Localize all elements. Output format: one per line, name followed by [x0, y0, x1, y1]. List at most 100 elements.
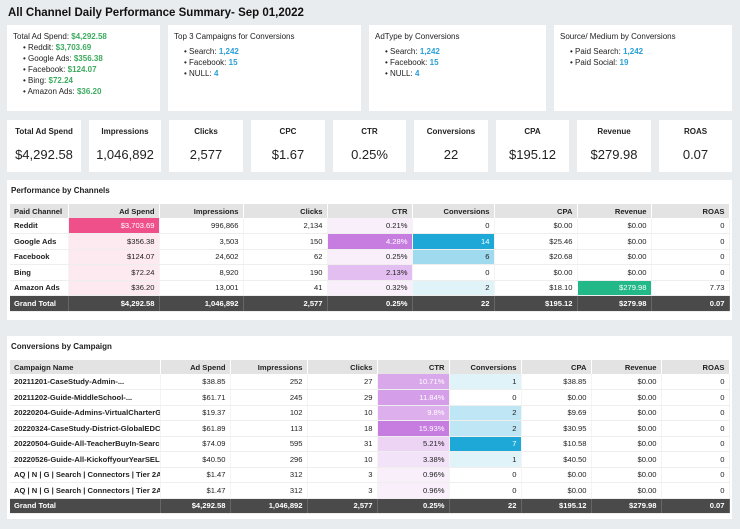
- table-cell: $1.47: [160, 482, 231, 499]
- table-cell: 0: [651, 218, 730, 234]
- channels-header-row: Paid Channel Ad Spend Impressions Clicks CTR…: [10, 204, 730, 218]
- table-cell: $0.00: [591, 405, 662, 421]
- table-cell: 0: [449, 482, 522, 499]
- campaign-item: Search: 1,242: [184, 46, 355, 57]
- table-cell: 0: [661, 405, 730, 421]
- total-cell: 2,577: [243, 295, 328, 312]
- table-cell: $72.24: [68, 264, 160, 281]
- table-row: Reddit $3,703.69 996,866 2,134 0.21% 0 $0.00 $0…: [10, 218, 730, 234]
- table-cell: $9.69: [521, 405, 592, 421]
- table-cell: 31: [307, 436, 378, 452]
- channels-panel: Performance by Channels Paid Channel Ad S…: [7, 180, 732, 320]
- table-cell: 0: [449, 467, 522, 483]
- total-cell: $279.98: [591, 498, 662, 514]
- table-cell: 0: [661, 436, 730, 452]
- table-cell: $356.38: [68, 233, 160, 250]
- table-cell: 2.13%: [327, 264, 413, 281]
- table-cell: 190: [243, 264, 328, 281]
- ad-spend-summary-card: Total Ad Spend: $4,292.58 Reddit: $3,703…: [7, 25, 160, 111]
- table-cell: 29: [307, 389, 378, 406]
- total-cell: 0.07: [651, 295, 730, 312]
- table-cell: $0.00: [591, 374, 662, 390]
- table-cell: $0.00: [577, 249, 652, 265]
- table-cell: 10: [307, 451, 378, 468]
- row-label: 20220204-Guide-Admins-VirtualCharterGran…: [10, 405, 161, 421]
- table-cell: 0: [661, 420, 730, 437]
- table-cell: 0.32%: [327, 280, 413, 296]
- table-cell: 9.8%: [377, 405, 450, 421]
- table-cell: 595: [230, 436, 308, 452]
- table-cell: 0: [661, 451, 730, 468]
- total-cell: 22: [412, 295, 495, 312]
- table-cell: 24,602: [159, 249, 244, 265]
- source-item: Paid Search: 1,242: [570, 46, 726, 57]
- table-row: Facebook $124.07 24,602 62 0.25% 6 $20.68 $0.00…: [10, 249, 730, 265]
- table-cell: 10.71%: [377, 374, 450, 390]
- table-cell: 3: [307, 482, 378, 499]
- page-title: All Channel Daily Performance Summary- S…: [8, 7, 304, 19]
- table-row: Bing $72.24 8,920 190 2.13% 0 $0.00 $0.00 0: [10, 264, 730, 281]
- table-cell: $25.46: [494, 233, 578, 250]
- adtype-item: Facebook: 15: [385, 57, 540, 68]
- total-cell: $4,292.58: [160, 498, 231, 514]
- kpi-ctr: CTR 0.25%: [333, 120, 406, 172]
- campaign-table: Campaign Name Ad Spend Impressions Clicks CT…: [10, 360, 730, 514]
- total-cell: $195.12: [521, 498, 592, 514]
- total-cell: $4,292.58: [68, 295, 160, 312]
- table-cell: $0.00: [521, 467, 592, 483]
- kpi-impressions: Impressions 1,046,892: [89, 120, 161, 172]
- kpi-conversions: Conversions 22: [414, 120, 488, 172]
- table-cell: 10: [307, 405, 378, 421]
- table-cell: 11.84%: [377, 389, 450, 406]
- table-cell: $124.07: [68, 249, 160, 265]
- kpi-cpa: CPA $195.12: [496, 120, 569, 172]
- table-row: AQ | N | G | Search | Connectors | Tier …: [10, 467, 730, 483]
- table-row: 20211202-Guide-MiddleSchool-... $61.71 245…: [10, 389, 730, 406]
- table-cell: $0.00: [591, 389, 662, 406]
- total-cell: 0.25%: [377, 498, 450, 514]
- top-campaigns-head: Top 3 Campaigns for Conversions: [174, 32, 295, 41]
- table-row: 20220504-Guide-All-TeacherBuyIn-Search $7…: [10, 436, 730, 452]
- spend-item: Amazon Ads: $36.20: [23, 86, 154, 97]
- total-cell: Grand Total: [10, 295, 69, 312]
- table-cell: 2,134: [243, 218, 328, 234]
- table-cell: 18: [307, 420, 378, 437]
- kpi-clicks: Clicks 2,577: [169, 120, 243, 172]
- table-row: Google Ads $356.38 3,503 150 4.28% 14 $25.46 $0…: [10, 233, 730, 250]
- table-cell: $0.00: [591, 436, 662, 452]
- row-label: AQ | N | G | Search | Connectors | Tier …: [10, 467, 161, 483]
- total-cell: Grand Total: [10, 498, 161, 514]
- row-label: 20211202-Guide-MiddleSchool-...: [10, 389, 161, 406]
- table-cell: 150: [243, 233, 328, 250]
- grand-total-row: Grand Total $4,292.58 1,046,892 2,577 0.25% 2…: [10, 295, 730, 312]
- table-row: 20211201-CaseStudy-Admin-... $38.85 252 27 1…: [10, 374, 730, 390]
- kpi-roas: ROAS 0.07: [659, 120, 732, 172]
- spend-item: Reddit: $3,703.69: [23, 42, 154, 53]
- row-label: Reddit: [10, 218, 69, 234]
- table-cell: 5.21%: [377, 436, 450, 452]
- table-row: 20220204-Guide-Admins-VirtualCharterGran…: [10, 405, 730, 421]
- table-cell: 4.28%: [327, 233, 413, 250]
- table-row: Amazon Ads $36.20 13,001 41 0.32% 2 $18.10 $279…: [10, 280, 730, 296]
- table-cell: 296: [230, 451, 308, 468]
- kpi-revenue: Revenue $279.98: [577, 120, 651, 172]
- table-cell: 102: [230, 405, 308, 421]
- total-cell: 0.25%: [327, 295, 413, 312]
- table-cell: $30.95: [521, 420, 592, 437]
- total-cell: 1,046,892: [159, 295, 244, 312]
- table-cell: 41: [243, 280, 328, 296]
- table-row: AQ | N | G | Search | Connectors | Tier …: [10, 482, 730, 499]
- table-cell: 3.38%: [377, 451, 450, 468]
- table-cell: 7.73: [651, 280, 730, 296]
- adtype-item: NULL: 4: [385, 68, 540, 79]
- table-cell: 0: [412, 218, 495, 234]
- table-cell: $0.00: [577, 264, 652, 281]
- table-cell: $38.85: [160, 374, 231, 390]
- table-cell: 113: [230, 420, 308, 437]
- total-cell: 1,046,892: [230, 498, 308, 514]
- table-cell: 0: [449, 389, 522, 406]
- table-cell: $0.00: [591, 467, 662, 483]
- source-head: Source/ Medium by Conversions: [560, 32, 676, 41]
- table-cell: $0.00: [494, 218, 578, 234]
- table-cell: 2: [412, 280, 495, 296]
